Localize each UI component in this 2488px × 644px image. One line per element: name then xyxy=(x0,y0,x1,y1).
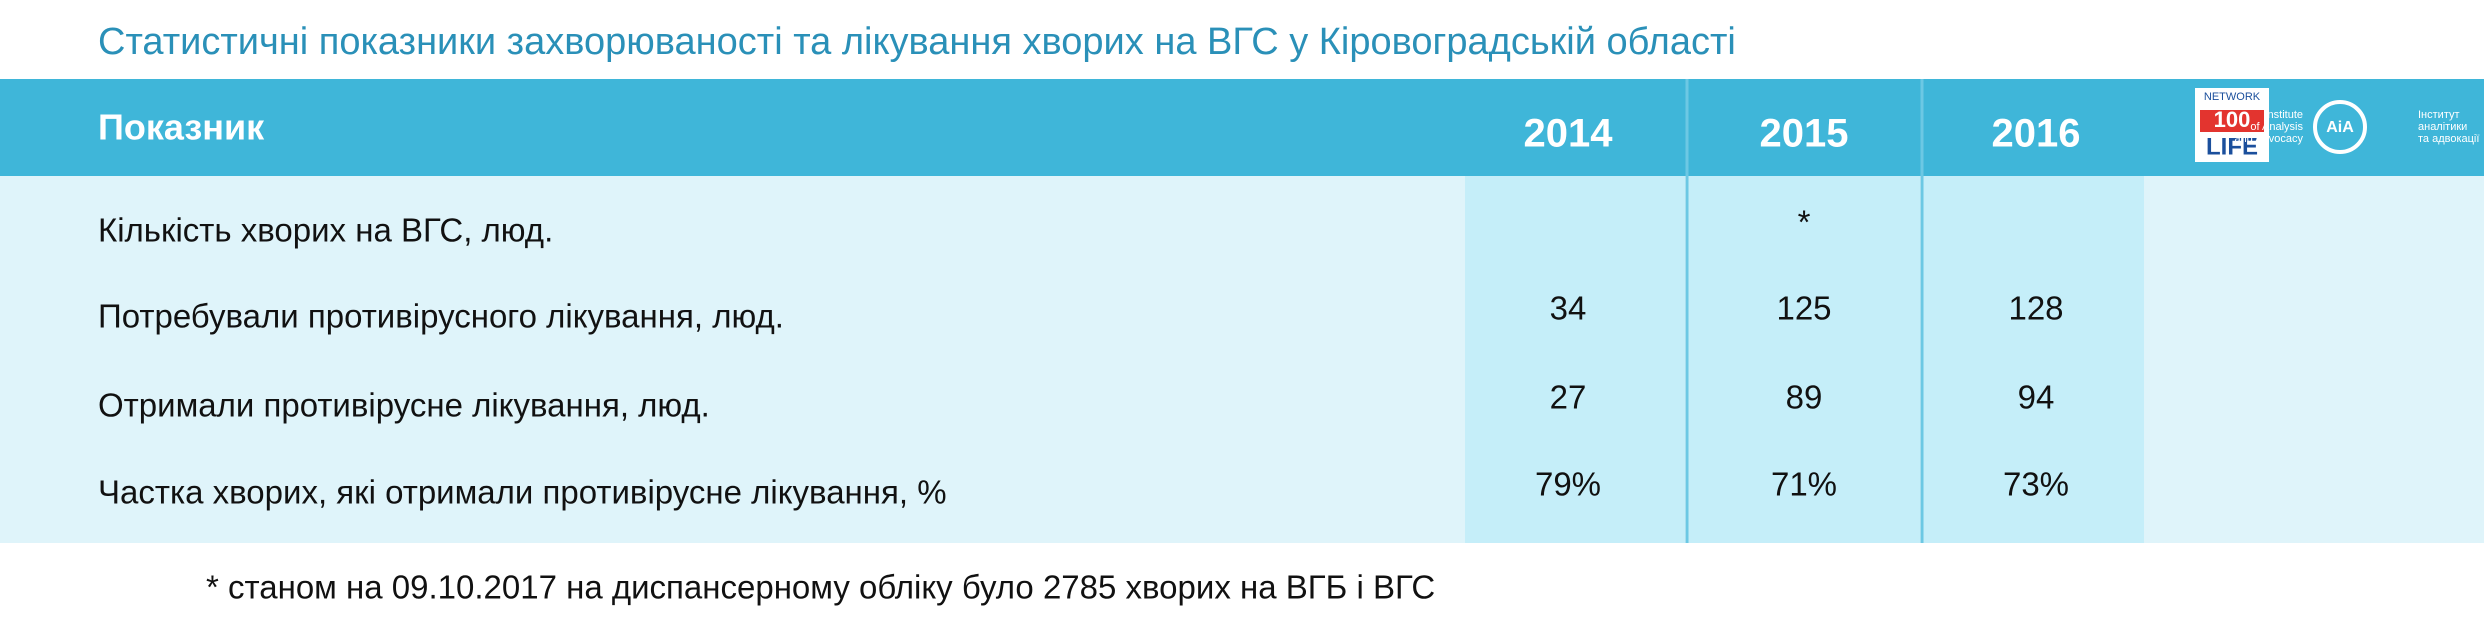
value-cell: 125 xyxy=(1776,290,1831,327)
header-cell: 2016 xyxy=(1992,112,2081,156)
value-cell: 27 xyxy=(1550,379,1587,416)
header-cell: 2014 xyxy=(1524,112,1614,156)
logo-text: Institute xyxy=(2264,109,2303,121)
logo-text: LIFE xyxy=(2206,133,2258,160)
value-cell: 128 xyxy=(2008,290,2063,327)
network-logo-bar xyxy=(2200,110,2264,132)
value-cell: * xyxy=(1798,204,1811,241)
logo-text: 100 xyxy=(2214,107,2251,132)
logo-text: аналітики xyxy=(2418,121,2467,133)
column-2016 xyxy=(1923,176,2144,543)
value-cell: 73% xyxy=(2003,466,2069,503)
header-band xyxy=(0,79,2484,176)
aia-logo xyxy=(2313,100,2367,154)
value-cell: 79% xyxy=(1535,466,1601,503)
header-cell: 2015 xyxy=(1760,112,1849,156)
logo-text: Інститут xyxy=(2418,109,2460,121)
value-cell: 94 xyxy=(2018,379,2055,416)
logo-text: of Analysis xyxy=(2250,121,2303,133)
value-cell: 71% xyxy=(1771,466,1837,503)
value-cell: 34 xyxy=(1550,290,1587,327)
value-cell: 89 xyxy=(1786,379,1823,416)
row-label: Отримали противірусне лікування, люд. xyxy=(98,387,710,424)
row-label: Кількість хворих на ВГС, люд. xyxy=(98,212,553,249)
header-cell: Показник xyxy=(98,107,265,148)
column-2015 xyxy=(1688,176,1920,543)
row-label: Потребували противірусного лікування, лю… xyxy=(98,298,784,335)
logo-text: AiA xyxy=(2326,119,2354,136)
logo-text: and Advocacy xyxy=(2235,133,2304,145)
logo-text: NETWORK xyxy=(2204,91,2261,103)
row-label: Частка хворих, які отримали противірусне… xyxy=(98,474,947,511)
logo-text: та адвокації xyxy=(2418,133,2479,145)
page-title: Статистичні показники захворюваності та … xyxy=(98,21,1736,63)
footnote: * станом на 09.10.2017 на диспансерному … xyxy=(206,569,1435,606)
column-2014 xyxy=(1465,176,1685,543)
